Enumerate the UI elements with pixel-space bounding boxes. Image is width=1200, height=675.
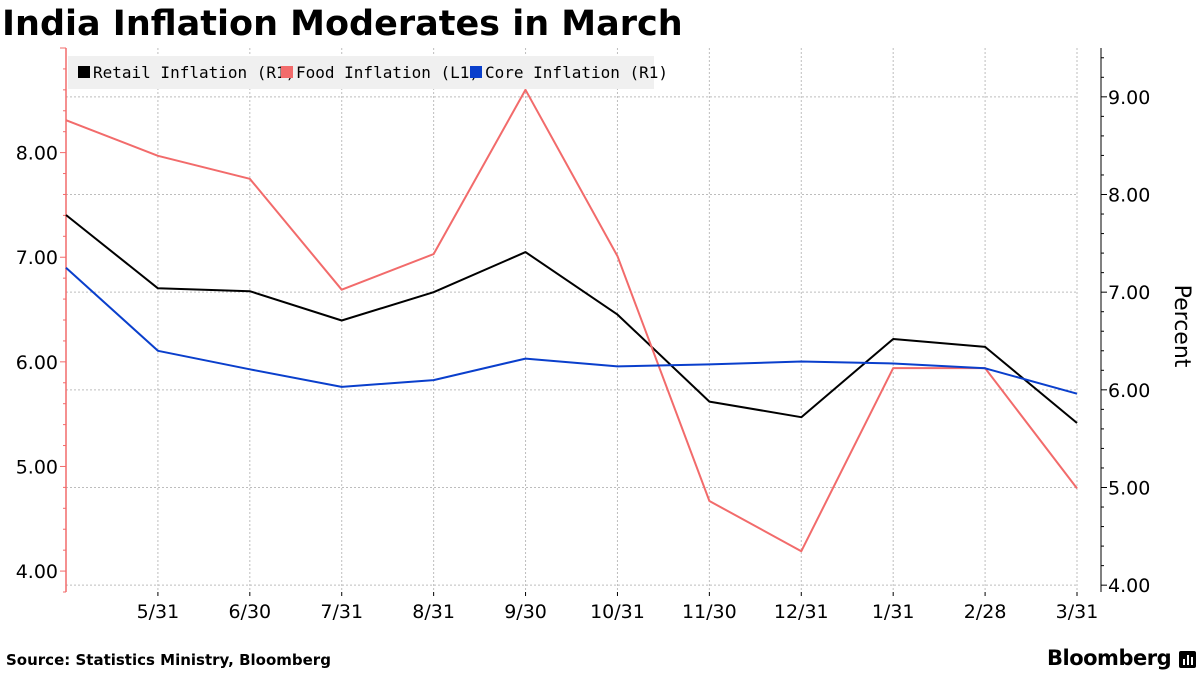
x-tick-label: 7/31 xyxy=(320,601,363,623)
food-legend-label: Food Inflation (L1) xyxy=(296,63,479,82)
food-inflation-line xyxy=(65,88,1078,553)
series-layer xyxy=(65,88,1078,553)
left-tick-label: 6.00 xyxy=(16,352,58,374)
x-tick-label: 1/31 xyxy=(872,601,915,623)
x-tick-label: 10/31 xyxy=(590,601,645,623)
left-tick-label: 5.00 xyxy=(16,456,58,478)
legend: Retail Inflation (R1) Food Inflation (L1)… xyxy=(68,56,668,89)
x-tick-label: 6/30 xyxy=(228,601,271,623)
right-tick-label: 4.00 xyxy=(1108,575,1150,597)
left-tick-label: 4.00 xyxy=(16,561,58,583)
left-axis: 4.00 5.00 6.00 7.00 8.00 xyxy=(16,47,67,593)
bloomberg-terminal-icon xyxy=(1179,651,1196,668)
x-axis: 5/31 6/30 7/31 8/31 9/30 10/31 11/30 12/31 1/31 2… xyxy=(137,592,1099,623)
right-tick-label: 7.00 xyxy=(1108,282,1150,304)
x-tick-label: 9/30 xyxy=(504,601,547,623)
right-tick-label: 8.00 xyxy=(1108,184,1150,206)
left-tick-label: 7.00 xyxy=(16,247,58,269)
x-tick-label: 3/31 xyxy=(1056,601,1099,623)
retail-legend-label: Retail Inflation (R1) xyxy=(93,63,295,82)
brand-logo-text: Bloomberg xyxy=(1047,646,1172,670)
food-legend-swatch xyxy=(281,66,293,78)
left-tick-label: 8.00 xyxy=(16,143,58,165)
right-axis-label: Percent xyxy=(1169,285,1194,368)
right-axis: 4.00 5.00 6.00 7.00 8.00 9.00 xyxy=(1100,48,1150,597)
x-tick-label: 11/30 xyxy=(682,601,737,623)
x-tick-label: 12/31 xyxy=(774,601,829,623)
right-tick-label: 6.00 xyxy=(1108,380,1150,402)
right-tick-label: 5.00 xyxy=(1108,477,1150,499)
x-tick-label: 2/28 xyxy=(964,601,1007,623)
retail-inflation-line xyxy=(65,214,1078,424)
x-tick-label: 5/31 xyxy=(137,601,180,623)
core-legend-swatch xyxy=(470,66,482,78)
core-legend-label: Core Inflation (R1) xyxy=(485,63,668,82)
right-tick-label: 9.00 xyxy=(1108,87,1150,109)
grid-lines xyxy=(66,48,1078,592)
chart-title: India Inflation Moderates in March xyxy=(2,4,683,44)
core-inflation-line xyxy=(65,266,1078,395)
retail-legend-swatch xyxy=(78,66,90,78)
x-tick-label: 8/31 xyxy=(412,601,455,623)
legend-box xyxy=(68,56,654,89)
source-note: Source: Statistics Ministry, Bloomberg xyxy=(6,651,331,669)
